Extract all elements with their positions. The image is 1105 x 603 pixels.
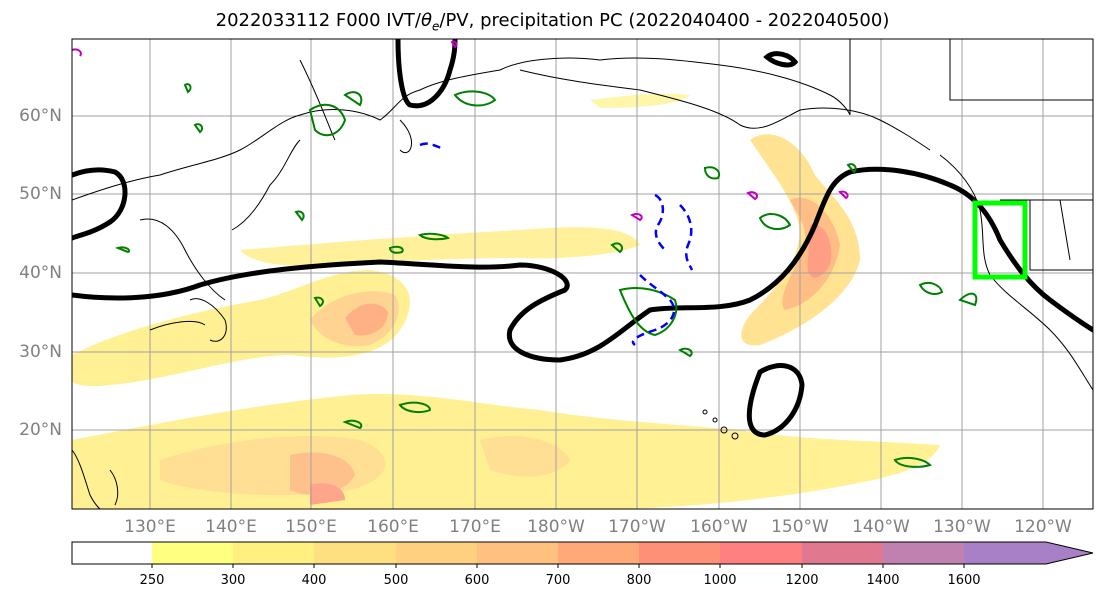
colorbar-ticks [151, 564, 965, 568]
colorbar-tick-1400: 1400 [866, 573, 900, 588]
colorbar-segment-5 [477, 542, 558, 564]
figure-title: 2022033112 F000 IVT/θe/PV, precipitation… [0, 10, 1105, 34]
pv-contours [72, 39, 1093, 438]
lon-label-170e: 170°E [449, 517, 501, 537]
colorbar-segment-4 [396, 542, 477, 564]
colorbar-segment-11-arrow [964, 542, 1093, 564]
colorbar-tick-800: 800 [626, 573, 652, 588]
lon-label-160w: 160°W [690, 517, 748, 537]
lon-label-150w: 150°W [771, 517, 829, 537]
colorbar-tick-700: 700 [545, 573, 571, 588]
lon-label-170w: 170°W [608, 517, 666, 537]
lon-label-130e: 130°E [124, 517, 176, 537]
colorbar-outline [71, 541, 1094, 565]
colorbar-segment-1 [152, 542, 233, 564]
lon-label-130w: 130°W [933, 517, 991, 537]
theta-e-contours [114, 83, 978, 468]
target-region-box [972, 200, 1028, 280]
title-suffix: /PV, precipitation PC (2022040400 - 2022… [439, 10, 890, 31]
magenta-contours [72, 40, 849, 222]
colorbar [71, 541, 1094, 568]
lon-label-150e: 150°E [285, 517, 337, 537]
colorbar-tick-1600: 1600 [947, 573, 981, 588]
lon-label-120w: 120°W [1014, 517, 1072, 537]
graticule [72, 39, 1093, 509]
colorbar-segment-6 [558, 542, 639, 564]
colorbar-segment-9 [802, 542, 883, 564]
lon-label-180w: 180°W [527, 517, 585, 537]
colorbar-segment-2 [233, 542, 314, 564]
colorbar-segment-0 [72, 542, 152, 564]
colorbar-segment-8 [720, 542, 802, 564]
lat-label-60n: 60°N [19, 106, 62, 126]
lat-label-50n: 50°N [19, 184, 62, 204]
lon-label-140w: 140°W [852, 517, 910, 537]
colorbar-tick-300: 300 [220, 573, 246, 588]
colorbar-segment-10 [883, 542, 964, 564]
colorbar-tick-250: 250 [139, 573, 165, 588]
colorbar-segment-7 [639, 542, 720, 564]
lon-label-160e: 160°E [367, 517, 419, 537]
colorbar-tick-600: 600 [464, 573, 490, 588]
colorbar-tick-500: 500 [383, 573, 409, 588]
lat-label-40n: 40°N [19, 263, 62, 283]
map-frame-border [71, 38, 1094, 510]
lon-label-140e: 140°E [205, 517, 257, 537]
colorbar-tick-1000: 1000 [703, 573, 737, 588]
theta-e-negative-contours [419, 142, 694, 347]
title-theta-subscript: e [432, 19, 440, 34]
colorbar-segment-3 [314, 542, 396, 564]
title-prefix: 2022033112 F000 IVT/ [215, 10, 421, 31]
colorbar-tick-1200: 1200 [785, 573, 819, 588]
lat-label-30n: 30°N [19, 342, 62, 362]
colorbar-tick-400: 400 [301, 573, 327, 588]
ivt-shading [72, 93, 940, 509]
title-theta: θ [420, 10, 432, 31]
lat-label-20n: 20°N [19, 420, 62, 440]
